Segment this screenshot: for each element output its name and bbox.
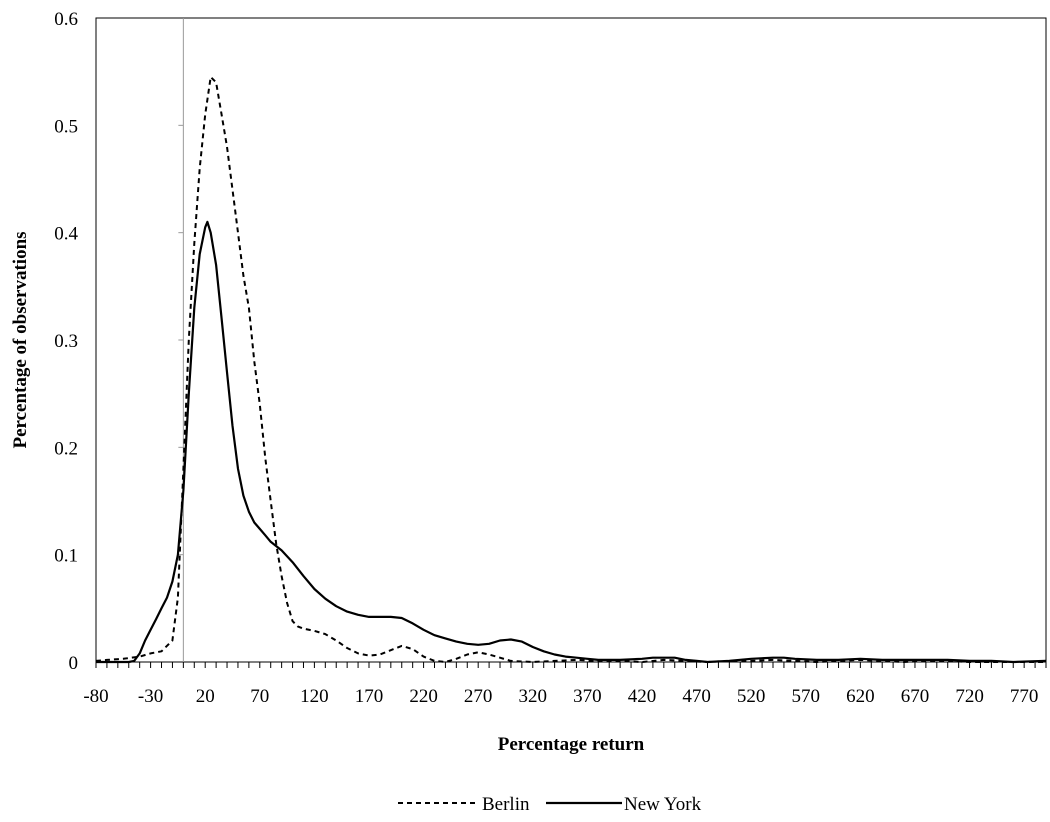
x-tick-label: 320 <box>519 686 548 707</box>
plot-area-border <box>95 17 1047 663</box>
series-line-berlin <box>95 76 1046 663</box>
x-tick-label: 720 <box>955 686 984 707</box>
legend-label-berlin: Berlin <box>482 794 530 815</box>
y-axis-tick-labels: 0 0.1 0.2 0.3 0.4 0.5 0.6 <box>54 9 78 674</box>
series-line-new-york <box>96 220 1047 664</box>
x-tick-label: 470 <box>682 686 711 707</box>
x-tick-label: 120 <box>300 686 329 707</box>
x-tick-label: 570 <box>792 686 821 707</box>
plot-lines <box>95 76 1047 664</box>
y-tick-label: 0.6 <box>54 9 78 30</box>
axes <box>95 17 1047 668</box>
x-tick-label: -80 <box>83 686 108 707</box>
x-axis-title: Percentage return <box>498 734 645 755</box>
y-tick-label: 0.3 <box>54 331 78 352</box>
x-tick-label: 220 <box>409 686 438 707</box>
legend: Berlin New York <box>398 794 702 815</box>
x-tick-label: 420 <box>628 686 657 707</box>
x-tick-label: 70 <box>250 686 269 707</box>
x-tick-label: 20 <box>196 686 215 707</box>
legend-label-new-york: New York <box>624 794 702 815</box>
x-tick-label: -30 <box>138 686 163 707</box>
x-tick-label: 620 <box>846 686 875 707</box>
y-tick-label: 0.2 <box>54 438 78 459</box>
x-tick-label: 670 <box>901 686 930 707</box>
x-tick-label: 520 <box>737 686 766 707</box>
x-tick-label: 370 <box>573 686 602 707</box>
x-tick-label: 170 <box>355 686 384 707</box>
x-axis-tick-labels: -80 -30 20 70 120 170 220 270 320 370 420 470 520 570… <box>83 686 1038 707</box>
y-tick-label: 0.5 <box>54 116 78 137</box>
x-tick-label: 770 <box>1010 686 1039 707</box>
y-tick-label: 0 <box>69 653 79 674</box>
y-axis-title: Percentage of observations <box>10 231 31 448</box>
x-tick-label: 270 <box>464 686 493 707</box>
y-tick-label: 0.1 <box>54 546 78 567</box>
y-tick-label: 0.4 <box>54 224 78 245</box>
